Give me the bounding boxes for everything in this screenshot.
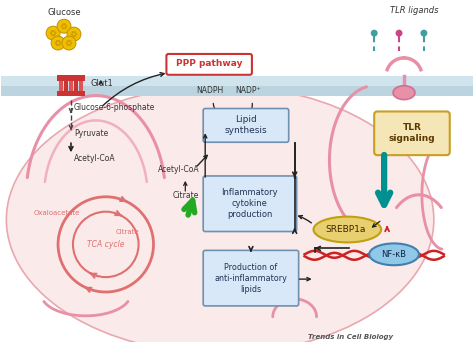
Circle shape	[64, 27, 66, 29]
Circle shape	[50, 32, 52, 34]
Text: Inflammatory
cytokine
production: Inflammatory cytokine production	[222, 188, 278, 219]
Text: Citrate: Citrate	[173, 191, 200, 200]
Circle shape	[72, 35, 74, 37]
Circle shape	[51, 36, 65, 50]
Circle shape	[62, 36, 76, 50]
Circle shape	[396, 29, 402, 37]
Text: Oxaloacetate: Oxaloacetate	[34, 210, 80, 216]
Circle shape	[371, 29, 378, 37]
Circle shape	[75, 33, 77, 35]
Circle shape	[62, 23, 64, 25]
Text: Glucose-6-phosphate: Glucose-6-phosphate	[74, 103, 155, 112]
Text: Acetyl-CoA: Acetyl-CoA	[157, 165, 199, 174]
Circle shape	[46, 26, 60, 40]
Circle shape	[70, 42, 73, 44]
Text: NADP⁺: NADP⁺	[235, 86, 261, 95]
Circle shape	[69, 40, 71, 42]
FancyBboxPatch shape	[203, 176, 297, 232]
Circle shape	[54, 32, 56, 34]
Circle shape	[69, 44, 71, 46]
Circle shape	[53, 34, 55, 36]
Text: TLR
signaling: TLR signaling	[389, 123, 435, 143]
Text: PPP pathway: PPP pathway	[176, 59, 242, 68]
Text: Acetyl-CoA: Acetyl-CoA	[74, 154, 116, 163]
Circle shape	[62, 27, 64, 29]
FancyBboxPatch shape	[374, 111, 450, 155]
Text: NF-κB: NF-κB	[382, 250, 407, 259]
Circle shape	[67, 27, 81, 41]
Bar	[59, 76, 63, 96]
Text: TLR ligands: TLR ligands	[390, 6, 438, 15]
FancyBboxPatch shape	[203, 250, 299, 306]
Circle shape	[53, 30, 55, 32]
Circle shape	[64, 23, 66, 25]
Bar	[1, 86, 473, 96]
Text: Lipid
synthesis: Lipid synthesis	[225, 115, 267, 135]
FancyBboxPatch shape	[203, 108, 289, 142]
Text: Production of
anti-inflammatory
lipids: Production of anti-inflammatory lipids	[214, 262, 287, 294]
Bar	[57, 91, 85, 96]
Bar	[1, 76, 473, 86]
Circle shape	[56, 40, 58, 42]
Bar	[64, 76, 68, 96]
Circle shape	[61, 25, 63, 27]
Ellipse shape	[313, 217, 381, 243]
Circle shape	[51, 30, 53, 32]
Text: TCA cycle: TCA cycle	[87, 240, 125, 249]
Text: Pyruvate: Pyruvate	[74, 129, 108, 138]
Ellipse shape	[6, 86, 434, 343]
Bar	[74, 76, 78, 96]
Text: SREBP1a: SREBP1a	[325, 225, 365, 234]
Text: Glut1: Glut1	[91, 79, 114, 88]
Text: NADPH: NADPH	[197, 86, 224, 95]
Circle shape	[65, 25, 67, 27]
Circle shape	[72, 31, 74, 33]
Circle shape	[420, 29, 428, 37]
Text: Trends in Cell Biology: Trends in Cell Biology	[308, 334, 393, 340]
Circle shape	[55, 42, 57, 44]
Circle shape	[58, 44, 60, 46]
Bar	[69, 76, 73, 96]
Text: Citrate: Citrate	[116, 229, 139, 236]
Text: Glucose: Glucose	[47, 8, 81, 17]
Circle shape	[67, 44, 69, 46]
Circle shape	[74, 31, 76, 33]
Ellipse shape	[393, 86, 415, 99]
Circle shape	[65, 42, 68, 44]
FancyBboxPatch shape	[166, 54, 252, 75]
Circle shape	[57, 19, 71, 33]
Circle shape	[67, 40, 69, 42]
Bar	[57, 75, 85, 81]
Circle shape	[71, 33, 73, 35]
Circle shape	[56, 44, 58, 46]
Bar	[79, 76, 83, 96]
Circle shape	[59, 42, 62, 44]
Ellipse shape	[369, 244, 419, 265]
Circle shape	[51, 34, 53, 36]
Circle shape	[58, 40, 60, 42]
Circle shape	[74, 35, 76, 37]
